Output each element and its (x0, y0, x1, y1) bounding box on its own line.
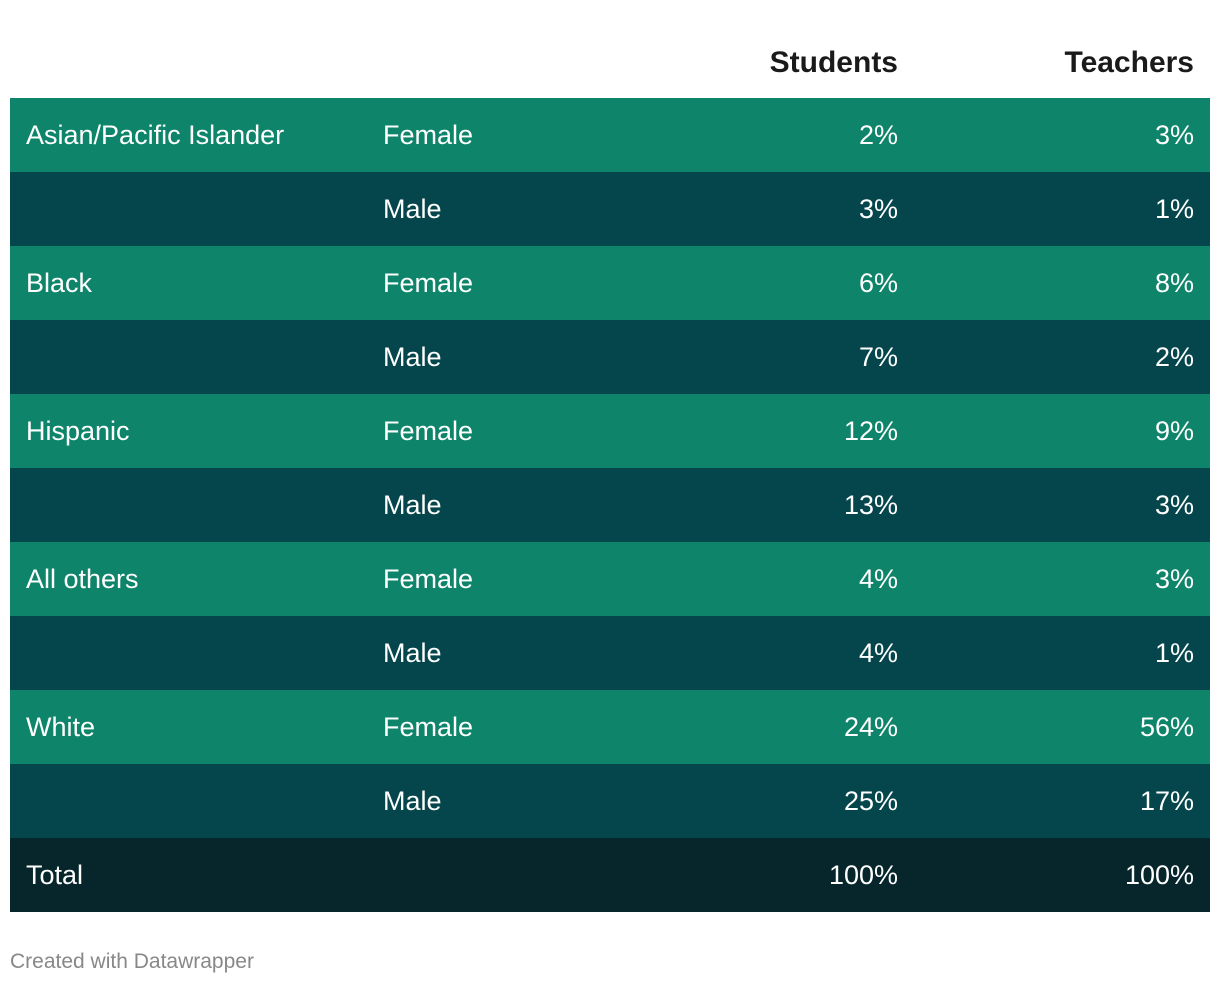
students-value: 12% (843, 416, 898, 446)
credit-footer: Created with Datawrapper (10, 950, 254, 973)
students-value: 6% (858, 268, 898, 298)
students-value: 4% (858, 638, 898, 668)
table-row: White Female 24% 56% (10, 690, 1210, 764)
teachers-value: 3% (1154, 120, 1194, 150)
group-cell: All others (26, 564, 139, 594)
data-table: Students Teachers Asian/Pacific Islander… (10, 40, 1210, 912)
gender-cell: Female (383, 120, 474, 150)
column-header-teachers: Teachers (1064, 46, 1194, 79)
students-value: 4% (858, 564, 898, 594)
teachers-value: 3% (1154, 490, 1194, 520)
table-row: Male 4% 1% (10, 616, 1210, 690)
gender-cell: Female (383, 268, 474, 298)
total-row: Total 100% 100% (10, 838, 1210, 912)
group-cell: Black (26, 268, 93, 298)
table-row: Male 13% 3% (10, 468, 1210, 542)
students-value: 25% (843, 786, 898, 816)
table-row: Male 3% 1% (10, 172, 1210, 246)
gender-cell: Female (383, 564, 474, 594)
gender-cell: Male (383, 194, 442, 224)
table-row: Black Female 6% 8% (10, 246, 1210, 320)
gender-cell: Male (383, 638, 442, 668)
teachers-value: 56% (1139, 712, 1194, 742)
gender-cell: Male (383, 490, 442, 520)
gender-cell: Male (383, 342, 442, 372)
group-cell: Hispanic (26, 416, 130, 446)
table-row: All others Female 4% 3% (10, 542, 1210, 616)
students-value: 24% (843, 712, 898, 742)
teachers-value: 3% (1154, 564, 1194, 594)
total-students: 100% (828, 860, 898, 890)
students-value: 7% (858, 342, 898, 372)
gender-cell: Female (383, 712, 474, 742)
table-body: Asian/Pacific Islander Female 2% 3% Male 3% 1%… (10, 98, 1210, 838)
column-header-students: Students (769, 46, 898, 79)
teachers-value: 17% (1139, 786, 1194, 816)
teachers-value: 1% (1154, 638, 1194, 668)
group-cell: White (26, 712, 96, 742)
table-header: Students Teachers (10, 40, 1210, 98)
students-value: 2% (858, 120, 898, 150)
teachers-value: 2% (1154, 342, 1194, 372)
gender-cell: Female (383, 416, 474, 446)
students-value: 3% (858, 194, 898, 224)
total-label: Total (26, 860, 84, 890)
teachers-value: 9% (1154, 416, 1194, 446)
table-row: Asian/Pacific Islander Female 2% 3% (10, 98, 1210, 172)
table-row: Male 25% 17% (10, 764, 1210, 838)
teachers-value: 1% (1154, 194, 1194, 224)
gender-cell: Male (383, 786, 442, 816)
table-row: Male 7% 2% (10, 320, 1210, 394)
total-teachers: 100% (1124, 860, 1194, 890)
table-row: Hispanic Female 12% 9% (10, 394, 1210, 468)
students-value: 13% (843, 490, 898, 520)
group-cell: Asian/Pacific Islander (26, 120, 285, 150)
teachers-value: 8% (1154, 268, 1194, 298)
